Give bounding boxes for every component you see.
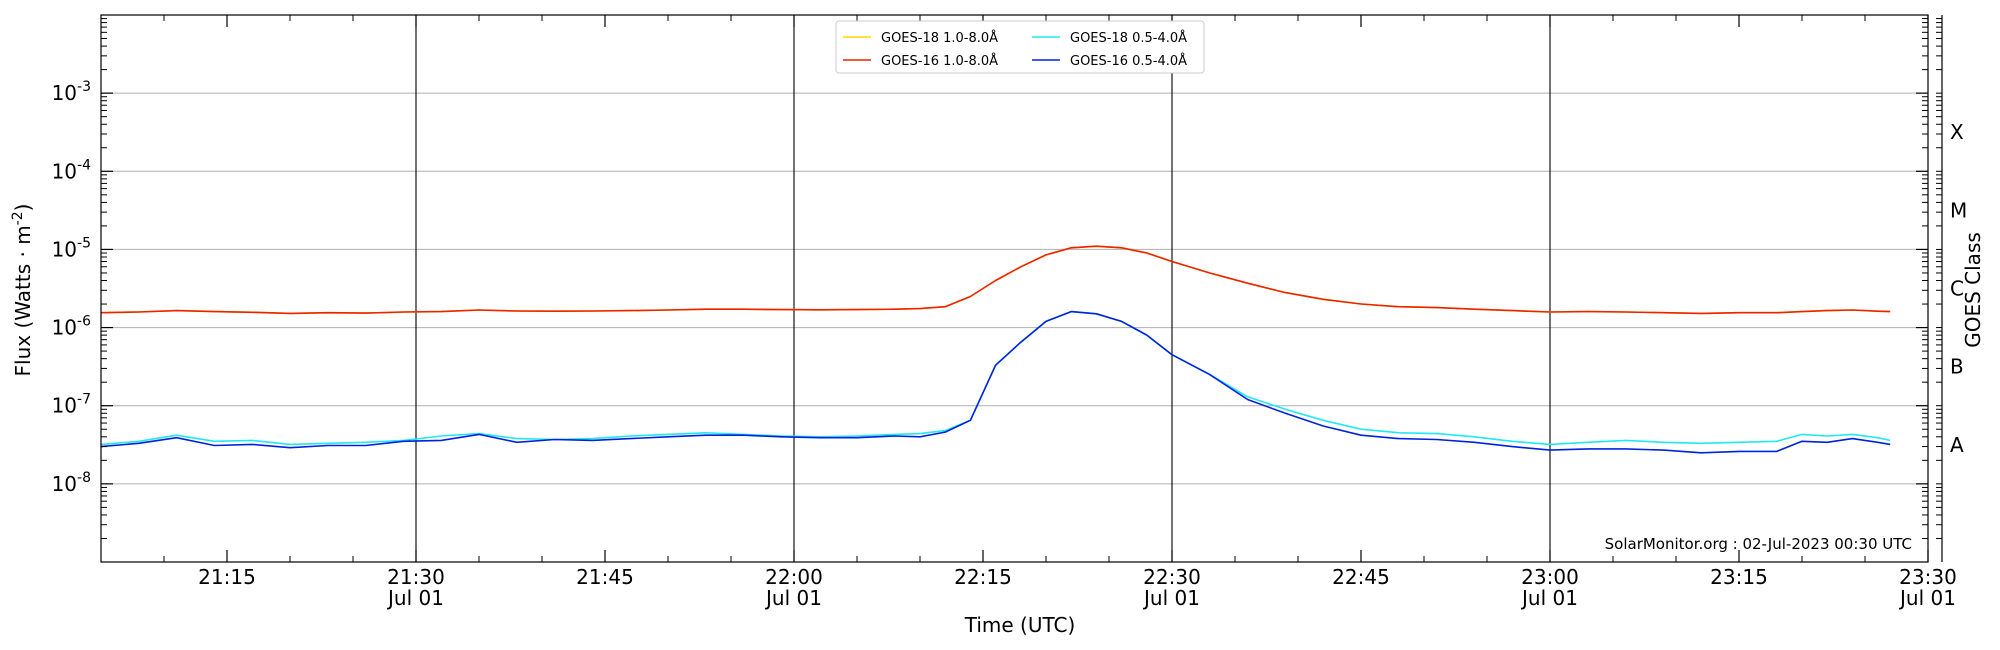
y-tick-label-base: 10: [52, 159, 77, 183]
legend-label: GOES-18 0.5-4.0Å: [1070, 30, 1187, 46]
x-tick-label: 23:00: [1521, 565, 1579, 589]
goes-class-label: A: [1950, 433, 1964, 457]
x-tick-label: 21:45: [576, 565, 634, 589]
x-tick-label: 23:15: [1710, 565, 1768, 589]
y-tick-label-base: 10: [52, 81, 77, 105]
y-axis-title-exponent: -2: [10, 211, 26, 225]
y-tick-label: 10-3: [52, 79, 91, 105]
y-tick-label-base: 10: [52, 316, 77, 340]
goes-class-label: C: [1950, 277, 1964, 301]
y-tick-label-exponent: -6: [77, 314, 91, 330]
grid-layer: [101, 92, 1928, 485]
tick-layer: [100, 15, 1943, 562]
x-tick-date-label: Jul 01: [764, 586, 822, 610]
y-axis-title: Flux (Watts · m-2): [10, 204, 35, 377]
y-axis-title-close: ): [11, 204, 35, 212]
legend: GOES-18 1.0-8.0Å GOES-16 1.0-8.0Å GOES-18 …: [835, 20, 1205, 74]
y-tick-label: 10-5: [52, 235, 91, 261]
x-tick-label: 22:30: [1143, 565, 1201, 589]
series-line-4: [100, 310, 1891, 454]
x-tick-date-label: Jul 01: [1520, 586, 1578, 610]
x-tick-date-label: Jul 01: [1142, 586, 1200, 610]
plot-frame: [100, 14, 1929, 563]
x-tick-label: 21:15: [198, 565, 256, 589]
y-tick-label-base: 10: [52, 237, 77, 261]
legend-items: GOES-18 1.0-8.0Å GOES-16 1.0-8.0Å GOES-18 …: [843, 30, 1187, 69]
y-tick-label-base: 10: [52, 394, 77, 418]
x-tick-label: 22:15: [954, 565, 1012, 589]
x-axis-title: Time (UTC): [964, 613, 1076, 637]
y-tick-label: 10-8: [52, 470, 91, 496]
y-tick-label-exponent: -3: [77, 79, 91, 95]
y-tick-label-base: 10: [52, 472, 77, 496]
goes-class-label: B: [1950, 355, 1964, 379]
x-tick-label: 21:30: [387, 565, 445, 589]
watermark-text: SolarMonitor.org : 02-Jul-2023 00:30 UTC: [1605, 535, 1912, 553]
x-tick-label: 23:30: [1899, 565, 1957, 589]
y-tick-label: 10-4: [52, 157, 92, 183]
vertical-lines-layer: [415, 15, 1551, 562]
y-tick-label-exponent: -4: [77, 157, 91, 173]
goes-class-label: X: [1950, 120, 1964, 144]
x-tick-date-label: Jul 01: [1898, 586, 1956, 610]
y-tick-label-exponent: -8: [77, 470, 91, 486]
x-tick-label: 22:00: [765, 565, 823, 589]
legend-label: GOES-16 0.5-4.0Å: [1070, 53, 1187, 69]
series-line-2: [100, 245, 1891, 315]
goes-class-label: M: [1950, 198, 1967, 222]
x-tick-date-label: Jul 01: [386, 586, 444, 610]
y-tick-label: 10-7: [52, 392, 91, 418]
x-tick-label: 22:45: [1332, 565, 1390, 589]
y-tick-label-exponent: -5: [77, 235, 91, 251]
y-axis-title-main: Flux (Watts · m: [11, 225, 35, 376]
y-tick-label: 10-6: [52, 314, 92, 340]
goes-class-axis-title: GOES Class: [1961, 232, 1985, 348]
legend-box: [835, 20, 1205, 74]
legend-label: GOES-16 1.0-8.0Å: [881, 53, 998, 69]
series-layer: [100, 245, 1891, 454]
legend-label: GOES-18 1.0-8.0Å: [881, 30, 998, 46]
y-tick-label-exponent: -7: [77, 392, 91, 408]
